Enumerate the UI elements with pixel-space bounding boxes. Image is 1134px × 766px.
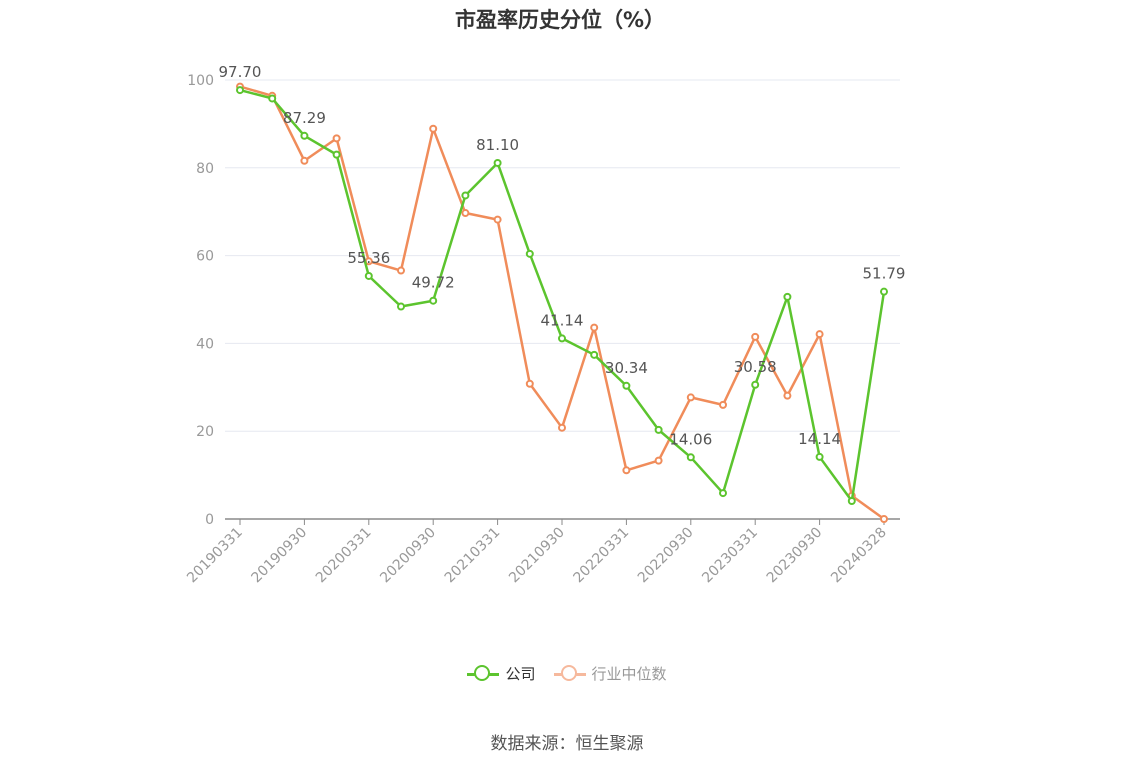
- data-point[interactable]: [686, 393, 695, 402]
- data-point[interactable]: [493, 158, 502, 167]
- data-point[interactable]: [429, 124, 438, 133]
- data-label: 30.34: [605, 359, 648, 377]
- data-point[interactable]: [558, 334, 566, 343]
- y-tick-label: 0: [205, 512, 214, 528]
- data-point[interactable]: [686, 453, 695, 462]
- data-label: 81.10: [476, 136, 519, 154]
- data-label: 14.14: [798, 430, 841, 448]
- data-label: 14.06: [669, 430, 712, 448]
- data-label: 55.36: [347, 249, 390, 267]
- series-lines: [236, 82, 888, 523]
- x-tick-label: 20190331: [184, 525, 246, 587]
- data-point[interactable]: [719, 489, 727, 498]
- legend-item-company[interactable]: 公司: [467, 663, 536, 684]
- data-point[interactable]: [751, 380, 760, 389]
- data-point[interactable]: [300, 156, 309, 165]
- data-point[interactable]: [654, 425, 663, 434]
- data-label: 51.79: [863, 265, 906, 283]
- data-label: 87.29: [283, 109, 326, 127]
- data-point[interactable]: [300, 131, 309, 140]
- data-point[interactable]: [332, 150, 341, 159]
- y-tick-label: 40: [196, 336, 214, 352]
- data-point[interactable]: [751, 332, 760, 341]
- x-tick-label: 20200930: [377, 525, 439, 587]
- x-tick-label: 20230331: [699, 525, 761, 587]
- data-point[interactable]: [719, 400, 727, 409]
- data-point[interactable]: [654, 456, 663, 465]
- data-point[interactable]: [590, 323, 599, 332]
- data-point[interactable]: [429, 296, 438, 305]
- data-point[interactable]: [493, 215, 502, 224]
- y-tick-label: 20: [196, 424, 214, 440]
- legend-swatch-company: [467, 664, 500, 683]
- axes: 0 20 40 60 80 100 20190331 20190930 20200331 2020…: [184, 73, 900, 586]
- data-point[interactable]: [461, 209, 470, 218]
- data-label: 30.58: [734, 358, 777, 376]
- legend-item-industry[interactable]: 行业中位数: [553, 663, 667, 684]
- y-tick-label: 60: [196, 249, 214, 265]
- data-label: 49.72: [412, 274, 455, 292]
- x-tick-label: 20240328: [828, 525, 890, 587]
- data-point[interactable]: [332, 134, 341, 143]
- legend-label-industry: 行业中位数: [591, 665, 667, 683]
- line-chart: 0 20 40 60 80 100 20190331 20190930 20200331 2020…: [184, 63, 906, 586]
- data-point[interactable]: [783, 292, 792, 301]
- data-point[interactable]: [525, 379, 534, 388]
- data-point[interactable]: [622, 381, 631, 390]
- legend: 公司 行业中位数: [0, 663, 1134, 684]
- x-tick-label: 20210331: [442, 525, 504, 587]
- x-tick-label: 20190930: [249, 525, 311, 587]
- grid-lines: [225, 79, 900, 432]
- legend-label-company: 公司: [505, 665, 536, 683]
- data-point[interactable]: [815, 452, 824, 461]
- data-point[interactable]: [622, 466, 631, 475]
- source-note: 数据来源：恒生聚源: [490, 734, 644, 754]
- data-point[interactable]: [525, 249, 534, 258]
- x-tick-label: 20210930: [506, 525, 568, 587]
- x-tick-label: 20230930: [764, 525, 826, 587]
- data-point[interactable]: [397, 266, 405, 275]
- data-point[interactable]: [268, 94, 277, 103]
- data-point[interactable]: [815, 330, 824, 339]
- data-label: 41.14: [541, 311, 584, 329]
- data-label: 97.70: [219, 63, 262, 81]
- chart-title: 市盈率历史分位（%）: [454, 8, 666, 32]
- data-point[interactable]: [461, 191, 470, 200]
- x-tick-label: 20200331: [313, 525, 375, 587]
- data-point[interactable]: [880, 287, 888, 296]
- data-point[interactable]: [364, 271, 373, 280]
- x-tick-label: 20220331: [571, 525, 633, 587]
- data-point[interactable]: [783, 391, 792, 400]
- data-point[interactable]: [590, 350, 599, 359]
- data-point[interactable]: [236, 86, 244, 95]
- data-point[interactable]: [847, 497, 856, 506]
- y-tick-label: 80: [196, 161, 214, 177]
- x-tick-label: 20220930: [635, 525, 697, 587]
- data-point[interactable]: [558, 423, 566, 432]
- legend-swatch-industry: [553, 664, 586, 683]
- data-point[interactable]: [397, 302, 405, 311]
- y-tick-label: 100: [187, 73, 214, 89]
- data-point[interactable]: [880, 515, 888, 523]
- data-labels: 97.70 87.29 55.36 49.72 81.10 41.14 30.34 14.06…: [219, 63, 906, 448]
